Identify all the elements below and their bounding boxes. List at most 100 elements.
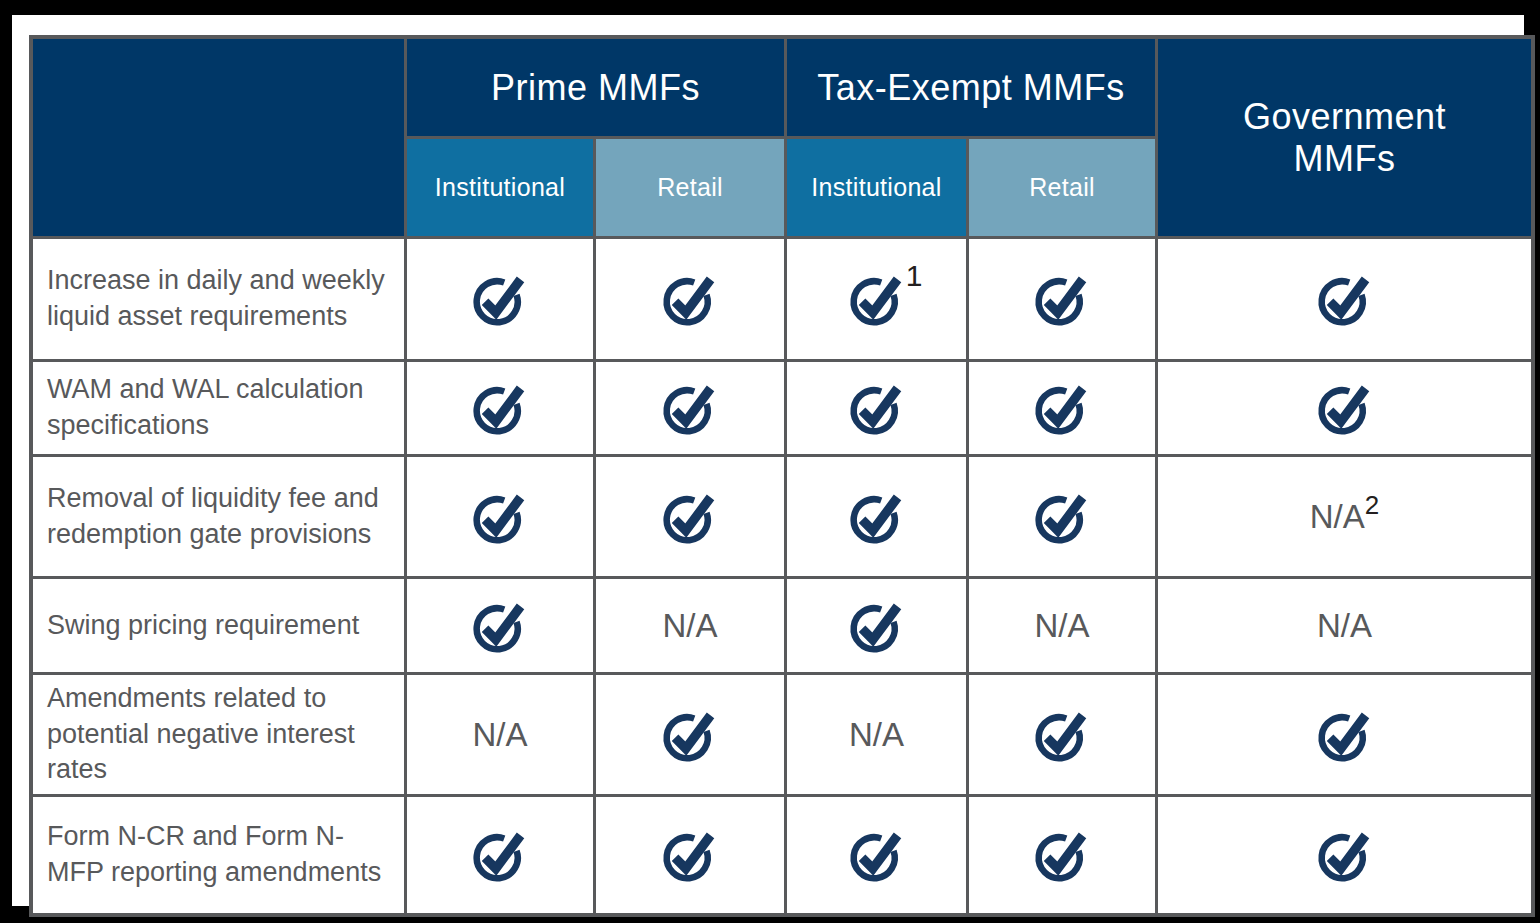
- check-circle-icon: [662, 271, 718, 327]
- row-label: Swing pricing requirement: [33, 579, 404, 672]
- row-label: Removal of liquidity fee and redemption …: [33, 457, 404, 576]
- check-cell: [596, 675, 784, 794]
- check-wrap: [662, 489, 718, 545]
- na-text: N/A: [472, 716, 527, 754]
- check-wrap: [472, 271, 528, 327]
- check-circle-icon: [1317, 380, 1373, 436]
- check-wrap: [662, 380, 718, 436]
- footnote-superscript: 1: [906, 261, 923, 291]
- check-cell: [969, 457, 1155, 576]
- check-cell: [969, 797, 1155, 913]
- check-circle-icon: [1034, 827, 1090, 883]
- check-circle-icon: [662, 380, 718, 436]
- row-label: WAM and WAL calculation specifications: [33, 362, 404, 454]
- subheader-label: Retail: [657, 173, 723, 202]
- check-wrap: [1317, 271, 1373, 327]
- check-cell: [969, 239, 1155, 359]
- check-cell: [1158, 675, 1531, 794]
- check-circle-icon: [472, 489, 528, 545]
- check-circle-icon: [849, 271, 905, 327]
- subheader-tax-exempt-institutional: Institutional: [787, 139, 966, 236]
- check-cell: [407, 239, 593, 359]
- check-wrap: [472, 380, 528, 436]
- check-cell: 1: [787, 239, 966, 359]
- na-text: N/A: [662, 607, 717, 645]
- subheader-prime-institutional: Institutional: [407, 139, 593, 236]
- row-label-text: Amendments related to potential negative…: [47, 681, 394, 789]
- check-wrap: [849, 598, 905, 654]
- na-cell: N/A: [969, 579, 1155, 672]
- row-label-text: Increase in daily and weekly liquid asse…: [47, 263, 394, 335]
- check-wrap: [662, 271, 718, 327]
- check-cell: [1158, 362, 1531, 454]
- check-circle-icon: [1034, 707, 1090, 763]
- check-circle-icon: [472, 271, 528, 327]
- check-wrap: [1034, 489, 1090, 545]
- check-wrap: [1034, 707, 1090, 763]
- check-wrap: [472, 827, 528, 883]
- row-label-text: Swing pricing requirement: [47, 608, 359, 644]
- check-cell: [787, 579, 966, 672]
- check-wrap: [1034, 827, 1090, 883]
- check-wrap: [662, 707, 718, 763]
- subheader-label: Institutional: [435, 173, 565, 202]
- check-circle-icon: [849, 380, 905, 436]
- check-wrap: 1: [849, 271, 905, 327]
- check-wrap: [472, 489, 528, 545]
- check-wrap: [1034, 271, 1090, 327]
- subheader-prime-retail: Retail: [596, 139, 784, 236]
- check-cell: [1158, 239, 1531, 359]
- column-group-label: Tax-Exempt MMFs: [817, 67, 1125, 108]
- check-wrap: [662, 827, 718, 883]
- check-cell: [969, 675, 1155, 794]
- row-label-text: Removal of liquidity fee and redemption …: [47, 481, 394, 553]
- check-wrap: [1317, 380, 1373, 436]
- check-cell: [969, 362, 1155, 454]
- na-cell: N/A: [407, 675, 593, 794]
- check-wrap: [849, 380, 905, 436]
- check-circle-icon: [1317, 827, 1373, 883]
- check-circle-icon: [472, 380, 528, 436]
- subheader-label: Institutional: [811, 173, 941, 202]
- check-cell: [787, 457, 966, 576]
- column-group-label: Government MMFs: [1210, 96, 1480, 179]
- check-cell: [596, 362, 784, 454]
- check-circle-icon: [1034, 271, 1090, 327]
- na-text: N/A: [1034, 607, 1089, 645]
- check-circle-icon: [1034, 380, 1090, 436]
- check-wrap: [849, 827, 905, 883]
- mmf-comparison-table: Prime MMFs Tax-Exempt MMFs Government MM…: [29, 35, 1535, 917]
- check-cell: [407, 797, 593, 913]
- subheader-tax-exempt-retail: Retail: [969, 139, 1155, 236]
- check-circle-icon: [849, 827, 905, 883]
- column-group-prime-mmfs: Prime MMFs: [407, 39, 784, 136]
- check-cell: [787, 362, 966, 454]
- check-circle-icon: [472, 827, 528, 883]
- check-circle-icon: [1034, 489, 1090, 545]
- check-cell: [1158, 797, 1531, 913]
- column-group-label: Prime MMFs: [491, 67, 700, 108]
- check-circle-icon: [662, 827, 718, 883]
- row-label: Increase in daily and weekly liquid asse…: [33, 239, 404, 359]
- na-text: N/A: [849, 716, 904, 754]
- check-circle-icon: [472, 598, 528, 654]
- na-cell: N/A: [1158, 579, 1531, 672]
- check-circle-icon: [662, 489, 718, 545]
- page-canvas: Prime MMFs Tax-Exempt MMFs Government MM…: [12, 15, 1524, 906]
- column-group-government-mmfs: Government MMFs: [1158, 39, 1531, 236]
- row-label-text: WAM and WAL calculation specifications: [47, 372, 394, 444]
- check-wrap: [472, 598, 528, 654]
- subheader-label: Retail: [1029, 173, 1095, 202]
- na-cell: N/A2: [1158, 457, 1531, 576]
- check-cell: [596, 457, 784, 576]
- corner-cell: [33, 39, 404, 236]
- na-cell: N/A: [596, 579, 784, 672]
- na-cell: N/A: [787, 675, 966, 794]
- check-circle-icon: [662, 707, 718, 763]
- column-group-tax-exempt-mmfs: Tax-Exempt MMFs: [787, 39, 1155, 136]
- row-label: Form N-CR and Form N-MFP reporting amend…: [33, 797, 404, 913]
- check-circle-icon: [1317, 707, 1373, 763]
- na-text: N/A2: [1310, 498, 1379, 536]
- footnote-superscript: 2: [1365, 490, 1379, 520]
- check-cell: [596, 239, 784, 359]
